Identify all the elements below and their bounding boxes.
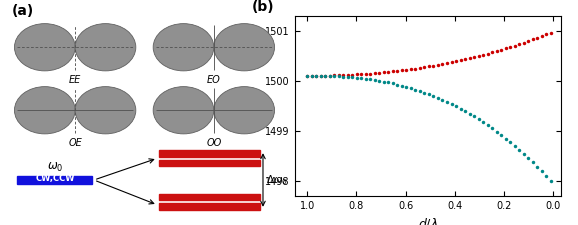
Circle shape	[214, 24, 275, 71]
Circle shape	[14, 24, 75, 71]
Circle shape	[153, 87, 214, 134]
Circle shape	[75, 24, 136, 71]
Circle shape	[214, 87, 275, 134]
Text: $\Delta\boldsymbol{\omega_0}$: $\Delta\boldsymbol{\omega_0}$	[266, 173, 288, 187]
Circle shape	[153, 24, 214, 71]
X-axis label: $d/\lambda$: $d/\lambda$	[417, 216, 438, 225]
Bar	[159, 194, 260, 200]
Y-axis label: $\lambda$: $\lambda$	[253, 92, 262, 106]
Text: $\boldsymbol{\omega_0}$: $\boldsymbol{\omega_0}$	[47, 161, 63, 174]
Bar	[159, 150, 260, 157]
Text: OO: OO	[206, 138, 221, 148]
Circle shape	[75, 87, 136, 134]
Text: CW,CCW: CW,CCW	[35, 174, 75, 183]
Text: (a): (a)	[12, 4, 34, 18]
Text: EO: EO	[207, 75, 221, 85]
Bar	[17, 176, 92, 184]
Bar	[159, 160, 260, 166]
Text: EE: EE	[69, 75, 81, 85]
Text: OE: OE	[68, 138, 82, 148]
Circle shape	[14, 87, 75, 134]
Text: (b): (b)	[252, 0, 275, 14]
Bar	[159, 203, 260, 210]
